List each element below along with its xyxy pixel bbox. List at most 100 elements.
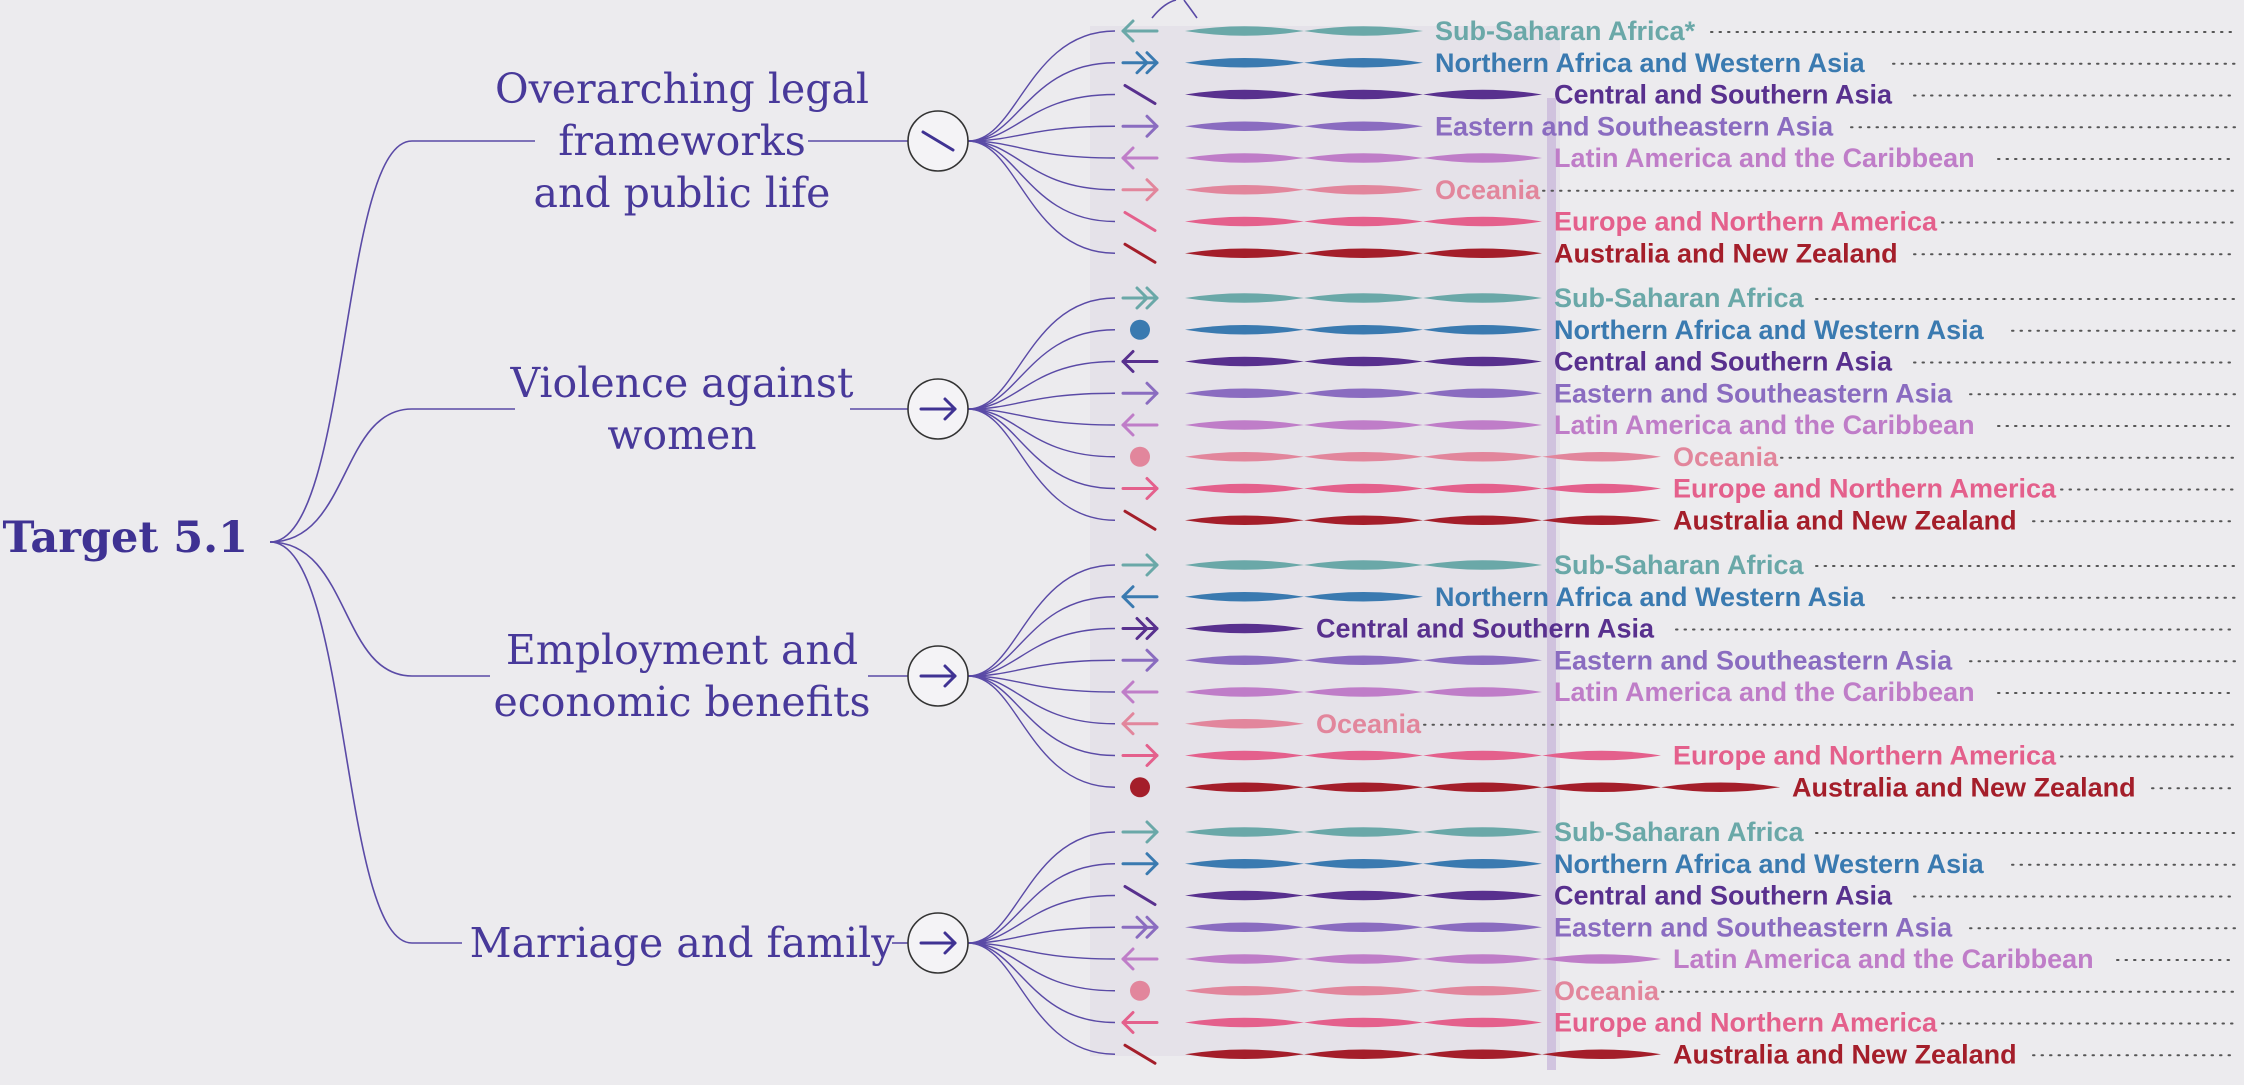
score-segment [1185,58,1304,68]
score-segment [1423,560,1542,570]
score-segment [1423,859,1542,869]
double-arrow-right-icon [1121,915,1159,939]
region-label: Northern Africa and Western Asia [1435,582,1866,612]
slash-icon [1123,84,1157,105]
region-link [967,675,1116,725]
region-link [967,627,1116,677]
region-label: Northern Africa and Western Asia [1554,315,1985,345]
region-link [967,596,1116,677]
score-segment [1423,216,1542,227]
arrow-left-icon [1121,947,1159,971]
score-segment [1185,687,1304,697]
score-segment [1185,890,1304,901]
score-segment [1304,483,1423,494]
category-summary [907,645,969,707]
arrow-left-icon [1121,413,1159,437]
region-row-eastern-and-southeastern-asia: Eastern and Southeastern Asia [1121,378,2237,408]
region-row-sub-saharan-africa: Sub-Saharan Africa [1121,550,2237,580]
region-row-sub-saharan-africa: Sub-Saharan Africa [1121,283,2237,313]
region-link [967,408,1116,458]
region-row-oceania: Oceania [1121,175,2237,205]
arrow-right-icon [1121,381,1159,405]
region-label: Northern Africa and Western Asia [1554,849,1985,879]
target-link [269,140,535,543]
score-segment [1304,592,1423,602]
arrow-right-icon [1121,744,1159,767]
arrow-left-icon [1121,146,1159,170]
dot-icon [1130,777,1150,798]
category-label: economic benefits [493,678,870,726]
region-link [967,942,1116,1024]
score-segment [1304,1017,1423,1028]
arrow-left-icon [1121,1011,1159,1034]
category-summary [907,912,969,974]
score-segment [1423,420,1542,430]
score-segment [1185,452,1304,462]
score-segment [1304,153,1423,163]
score-segment [1542,750,1661,761]
region-label: Central and Southern Asia [1554,80,1893,110]
region-link [967,408,1116,521]
region-label: Europe and Northern America [1554,1008,1938,1038]
score-segment [1185,420,1304,430]
region-label: Northern Africa and Western Asia [1435,48,1866,78]
region-link [967,140,1116,159]
region-row-europe-and-northern-america: Europe and Northern America [1121,1008,2237,1038]
region-label: Oceania [1316,709,1422,739]
score-segment [1304,560,1423,570]
arrow-right-icon [919,397,957,421]
region-label: Latin America and the Caribbean [1554,143,1975,173]
score-segment [1304,248,1423,258]
region-label: Australia and New Zealand [1673,505,2017,535]
slash-icon [1123,211,1157,232]
region-row-eastern-and-southeastern-asia: Eastern and Southeastern Asia [1121,111,2237,141]
region-row-oceania: Oceania [1121,709,2237,739]
arrow-left-icon [1121,350,1159,373]
score-segment [1423,248,1542,258]
score-segment [1542,515,1661,525]
score-segment [1185,89,1304,100]
score-segment [1185,121,1304,131]
region-label: Central and Southern Asia [1554,881,1893,911]
region-label: Europe and Northern America [1554,207,1938,237]
target-link [269,541,462,944]
score-segment [1185,954,1304,964]
score-segment [1304,1049,1423,1059]
region-row-northern-africa-and-western-asia: Northern Africa and Western Asia [1121,849,2237,879]
dot-icon [1130,446,1150,467]
region-link [967,831,1116,944]
region-row-central-and-southern-asia: Central and Southern Asia [1123,80,2237,110]
arrow-right-icon [1121,553,1159,577]
region-row-central-and-southern-asia: Central and Southern Asia [1121,614,2237,644]
score-segment [1423,388,1542,398]
region-link [967,297,1116,410]
region-link [967,329,1116,410]
region-row-eastern-and-southeastern-asia: Eastern and Southeastern Asia [1121,645,2237,675]
region-link [967,392,1116,410]
region-row-northern-africa-and-western-asia: Northern Africa and Western Asia [1130,315,2237,345]
region-label: Europe and Northern America [1673,741,2057,771]
arrow-right-icon [1121,852,1159,876]
score-segment [1423,89,1542,100]
score-segment [1542,782,1661,792]
region-label: Sub-Saharan Africa [1554,817,1805,847]
score-segment [1185,26,1304,36]
region-label: Oceania [1435,175,1541,205]
top-stub-line [1151,0,1177,19]
score-segment [1423,356,1542,367]
region-link [967,140,1116,254]
region-label: Latin America and the Caribbean [1673,944,2094,974]
region-label: Sub-Saharan Africa [1554,550,1805,580]
score-segment [1185,483,1304,494]
score-segment [1185,623,1304,634]
score-segment [1304,293,1423,303]
region-label: Central and Southern Asia [1316,614,1655,644]
region-label: Eastern and Southeastern Asia [1554,378,1953,408]
score-segment [1423,153,1542,163]
region-row-northern-africa-and-western-asia: Northern Africa and Western Asia [1121,582,2237,612]
region-label: Latin America and the Caribbean [1554,677,1975,707]
region-label: Australia and New Zealand [1673,1039,2017,1069]
score-segment [1185,325,1304,335]
target-link [269,541,490,677]
